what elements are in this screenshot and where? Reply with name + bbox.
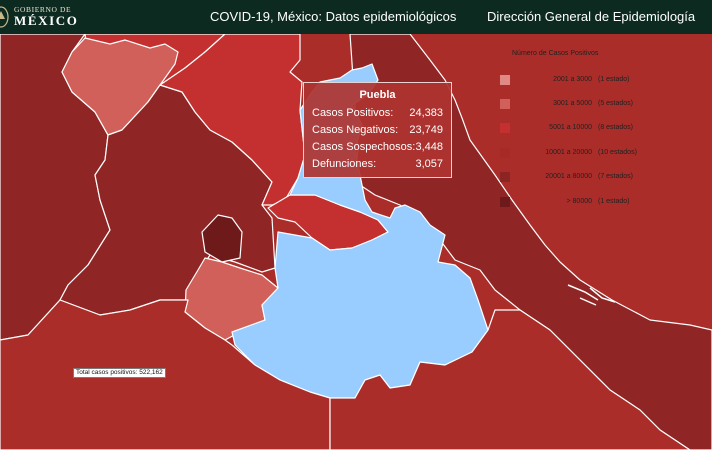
tooltip-value: 23,749 [409,124,443,136]
tooltip-row-negative: Casos Negativos: 23,749 [312,124,443,138]
state-tooltip: Puebla Casos Positivos: 24,383 Casos Neg… [303,82,452,178]
state-region-south-east[interactable] [329,309,691,450]
total-positive-cases: Total casos positivos: 522,162 [73,368,166,378]
legend-swatch [500,123,510,133]
legend-item[interactable]: 20001 a 80000 (7 estados) [494,172,704,184]
legend-range: 5001 a 10000 [549,124,592,131]
tooltip-label: Casos Positivos: [312,107,394,119]
tooltip-label: Casos Sospechosos: [312,141,416,153]
coastal-lagoon-marks [567,284,616,306]
legend-item[interactable]: 2001 a 3000 (1 estado) [494,75,704,87]
legend-swatch [500,75,510,85]
tooltip-row-positive: Casos Positivos: 24,383 [312,107,443,121]
legend-item[interactable]: > 80000 (1 estado) [494,197,704,209]
legend-range: 20001 a 80000 [545,173,592,180]
legend-item[interactable]: 3001 a 5000 (5 estados) [494,99,704,111]
mexico-emblem-icon [0,6,9,28]
legend-swatch [500,99,510,109]
tooltip-row-deaths: Defunciones: 3,057 [312,158,443,172]
tooltip-state-name: Puebla [359,89,396,101]
header-bar: GOBIERNO DE MÉXICO COVID-19, México: Dat… [0,0,712,34]
gobierno-mexico-logo[interactable]: GOBIERNO DE MÉXICO [0,3,90,31]
agency-name: Dirección General de Epidemiología [487,9,696,24]
tooltip-label: Defunciones: [312,158,377,170]
state-region-north[interactable] [159,34,306,206]
legend-range: 3001 a 5000 [553,100,592,107]
tooltip-value: 3,057 [415,158,443,170]
legend-count: (5 estados) [598,100,634,107]
legend-count: (1 estado) [598,76,630,83]
logo-title: MÉXICO [14,13,79,28]
map-legend: Número de Casos Positivos 2001 a 3000 (1… [494,48,704,228]
logo-subtitle: GOBIERNO DE [14,5,72,14]
legend-count: (10 estados) [598,149,637,156]
tooltip-row-suspected: Casos Sospechosos: 3,448 [312,141,443,155]
legend-count: (8 estados) [598,124,634,131]
tooltip-value: 3,448 [415,141,443,153]
tooltip-value: 24,383 [409,107,443,119]
state-region-pink-north[interactable] [61,37,179,136]
legend-count: (1 estado) [598,198,630,205]
legend-swatch [500,148,510,158]
legend-swatch [500,172,510,182]
legend-item[interactable]: 10001 a 20000 (10 estados) [494,148,704,160]
legend-count: (7 estados) [598,173,634,180]
state-region-small-dark[interactable] [201,214,243,263]
tooltip-label: Casos Negativos: [312,124,399,136]
page-title: COVID-19, México: Datos epidemiológicos [210,9,457,24]
legend-range: 2001 a 3000 [553,76,592,83]
legend-item[interactable]: 5001 a 10000 (8 estados) [494,123,704,135]
legend-range: 10001 a 20000 [545,149,592,156]
legend-title: Número de Casos Positivos [512,50,599,57]
legend-swatch [500,197,510,207]
legend-range: > 80000 [566,198,593,205]
